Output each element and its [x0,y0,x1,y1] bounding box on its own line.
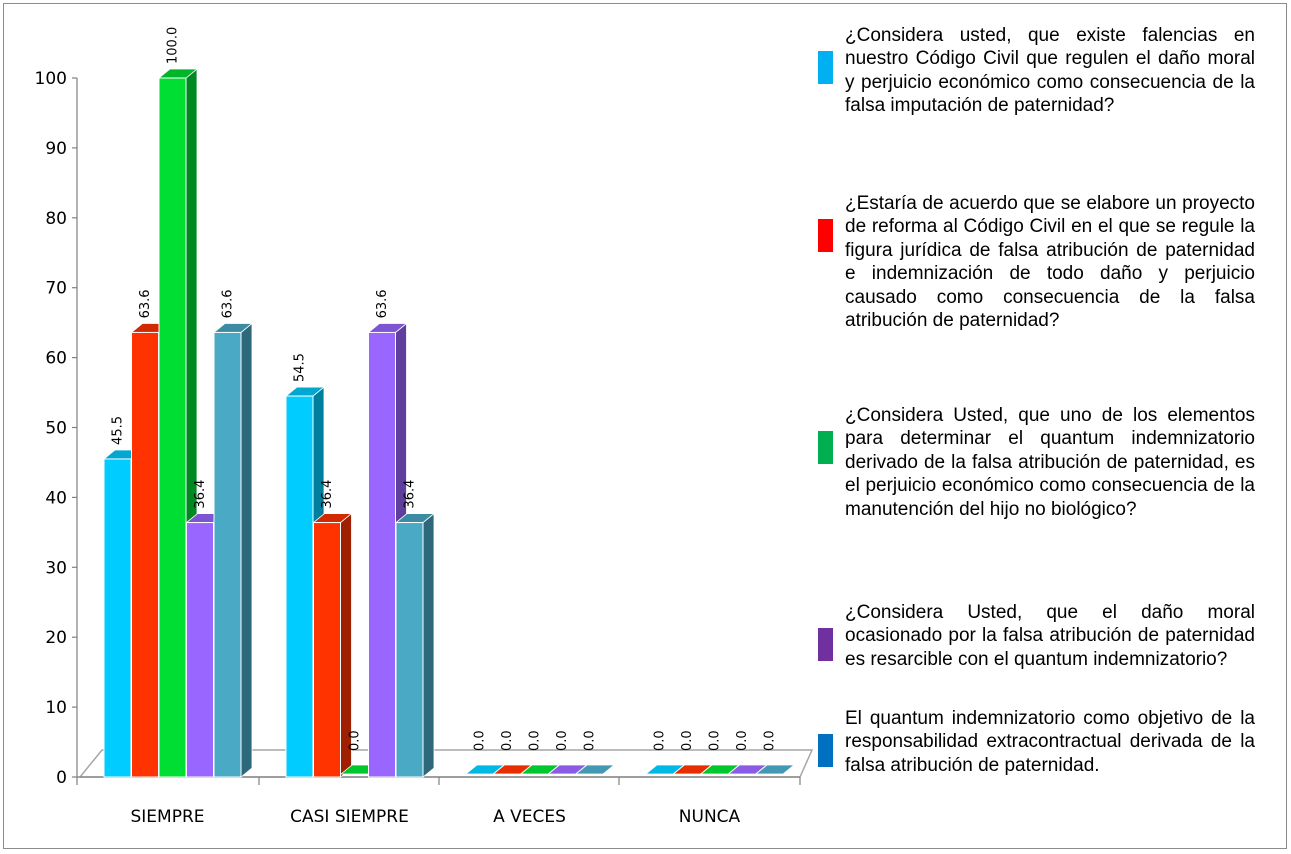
bar-front-face [395,522,424,778]
data-label: 0.0 [708,730,723,751]
bar [312,512,353,778]
legend-label: El quantum indemnizatorio como objetivo … [845,708,1255,776]
data-label: 100.0 [166,27,181,64]
y-tick-label: 10 [45,698,67,718]
bar [754,764,796,775]
data-label: 45.5 [111,416,126,445]
legend-swatch [818,219,833,252]
data-label: 0.0 [348,730,363,751]
bar-front-face [158,77,187,778]
data-label: 54.5 [293,353,308,382]
legend-swatch [818,51,833,84]
bar-front-face [368,331,396,778]
data-label: 36.4 [403,480,418,509]
data-label: 36.4 [320,480,335,509]
legend-swatch [818,734,833,767]
y-tick-label: 60 [45,349,67,369]
data-label: 0.0 [763,730,778,751]
data-label: 63.6 [375,289,390,318]
legend-swatch [818,431,833,464]
x-category-label: SIEMPRE [130,807,204,827]
bar-side-face [422,512,435,778]
data-label: 0.0 [500,730,515,751]
bar-side-face [240,322,253,778]
legend-label: ¿Considera Usted, que uno de los element… [845,405,1255,520]
legend-label: ¿Considera usted, que existe falencias e… [845,25,1255,117]
data-label: 63.6 [221,289,236,318]
data-label: 0.0 [528,730,543,751]
legend-label: ¿Considera Usted, que el daño moral ocas… [845,602,1255,670]
bar-front-face [213,331,242,778]
legend-label: ¿Estaría de acuerdo que se elabore un pr… [845,193,1255,332]
bar-front-face [131,331,159,778]
legend-swatch [818,628,833,661]
data-label: 36.4 [193,480,208,509]
y-tick-label: 20 [45,628,67,648]
bar [574,764,616,775]
y-tick-label: 30 [45,558,67,578]
data-label: 0.0 [680,730,695,751]
bar [394,512,436,778]
bar [212,322,254,778]
bar-front-face [103,458,132,778]
bar-chart: 0 10 20 30 40 50 60 70 80 90 100 SIEMPRE CASI SIEMPR… [35,27,814,827]
y-tick-label: 70 [45,279,67,299]
data-label: 0.0 [555,730,570,751]
y-tick-label: 80 [45,209,67,229]
bar-front-face [285,395,314,778]
y-tick-label: 40 [45,488,67,508]
x-category-label: CASI SIEMPRE [290,807,409,827]
data-label: 63.6 [138,289,153,318]
bar-flat-face [574,764,616,775]
y-tick-label: 0 [56,768,67,788]
bar-flat-face [754,764,796,775]
data-label: 0.0 [735,730,750,751]
y-tick-label: 100 [35,69,67,89]
y-tick-label: 90 [45,139,67,159]
x-category-label: NUNCA [679,807,741,827]
x-category-label: A VECES [493,807,566,827]
data-label: 0.0 [473,730,488,751]
data-label: 0.0 [583,730,598,751]
bar-front-face [186,522,214,778]
data-label: 0.0 [653,730,668,751]
bar-front-face [313,522,341,778]
y-tick-label: 50 [45,419,67,439]
